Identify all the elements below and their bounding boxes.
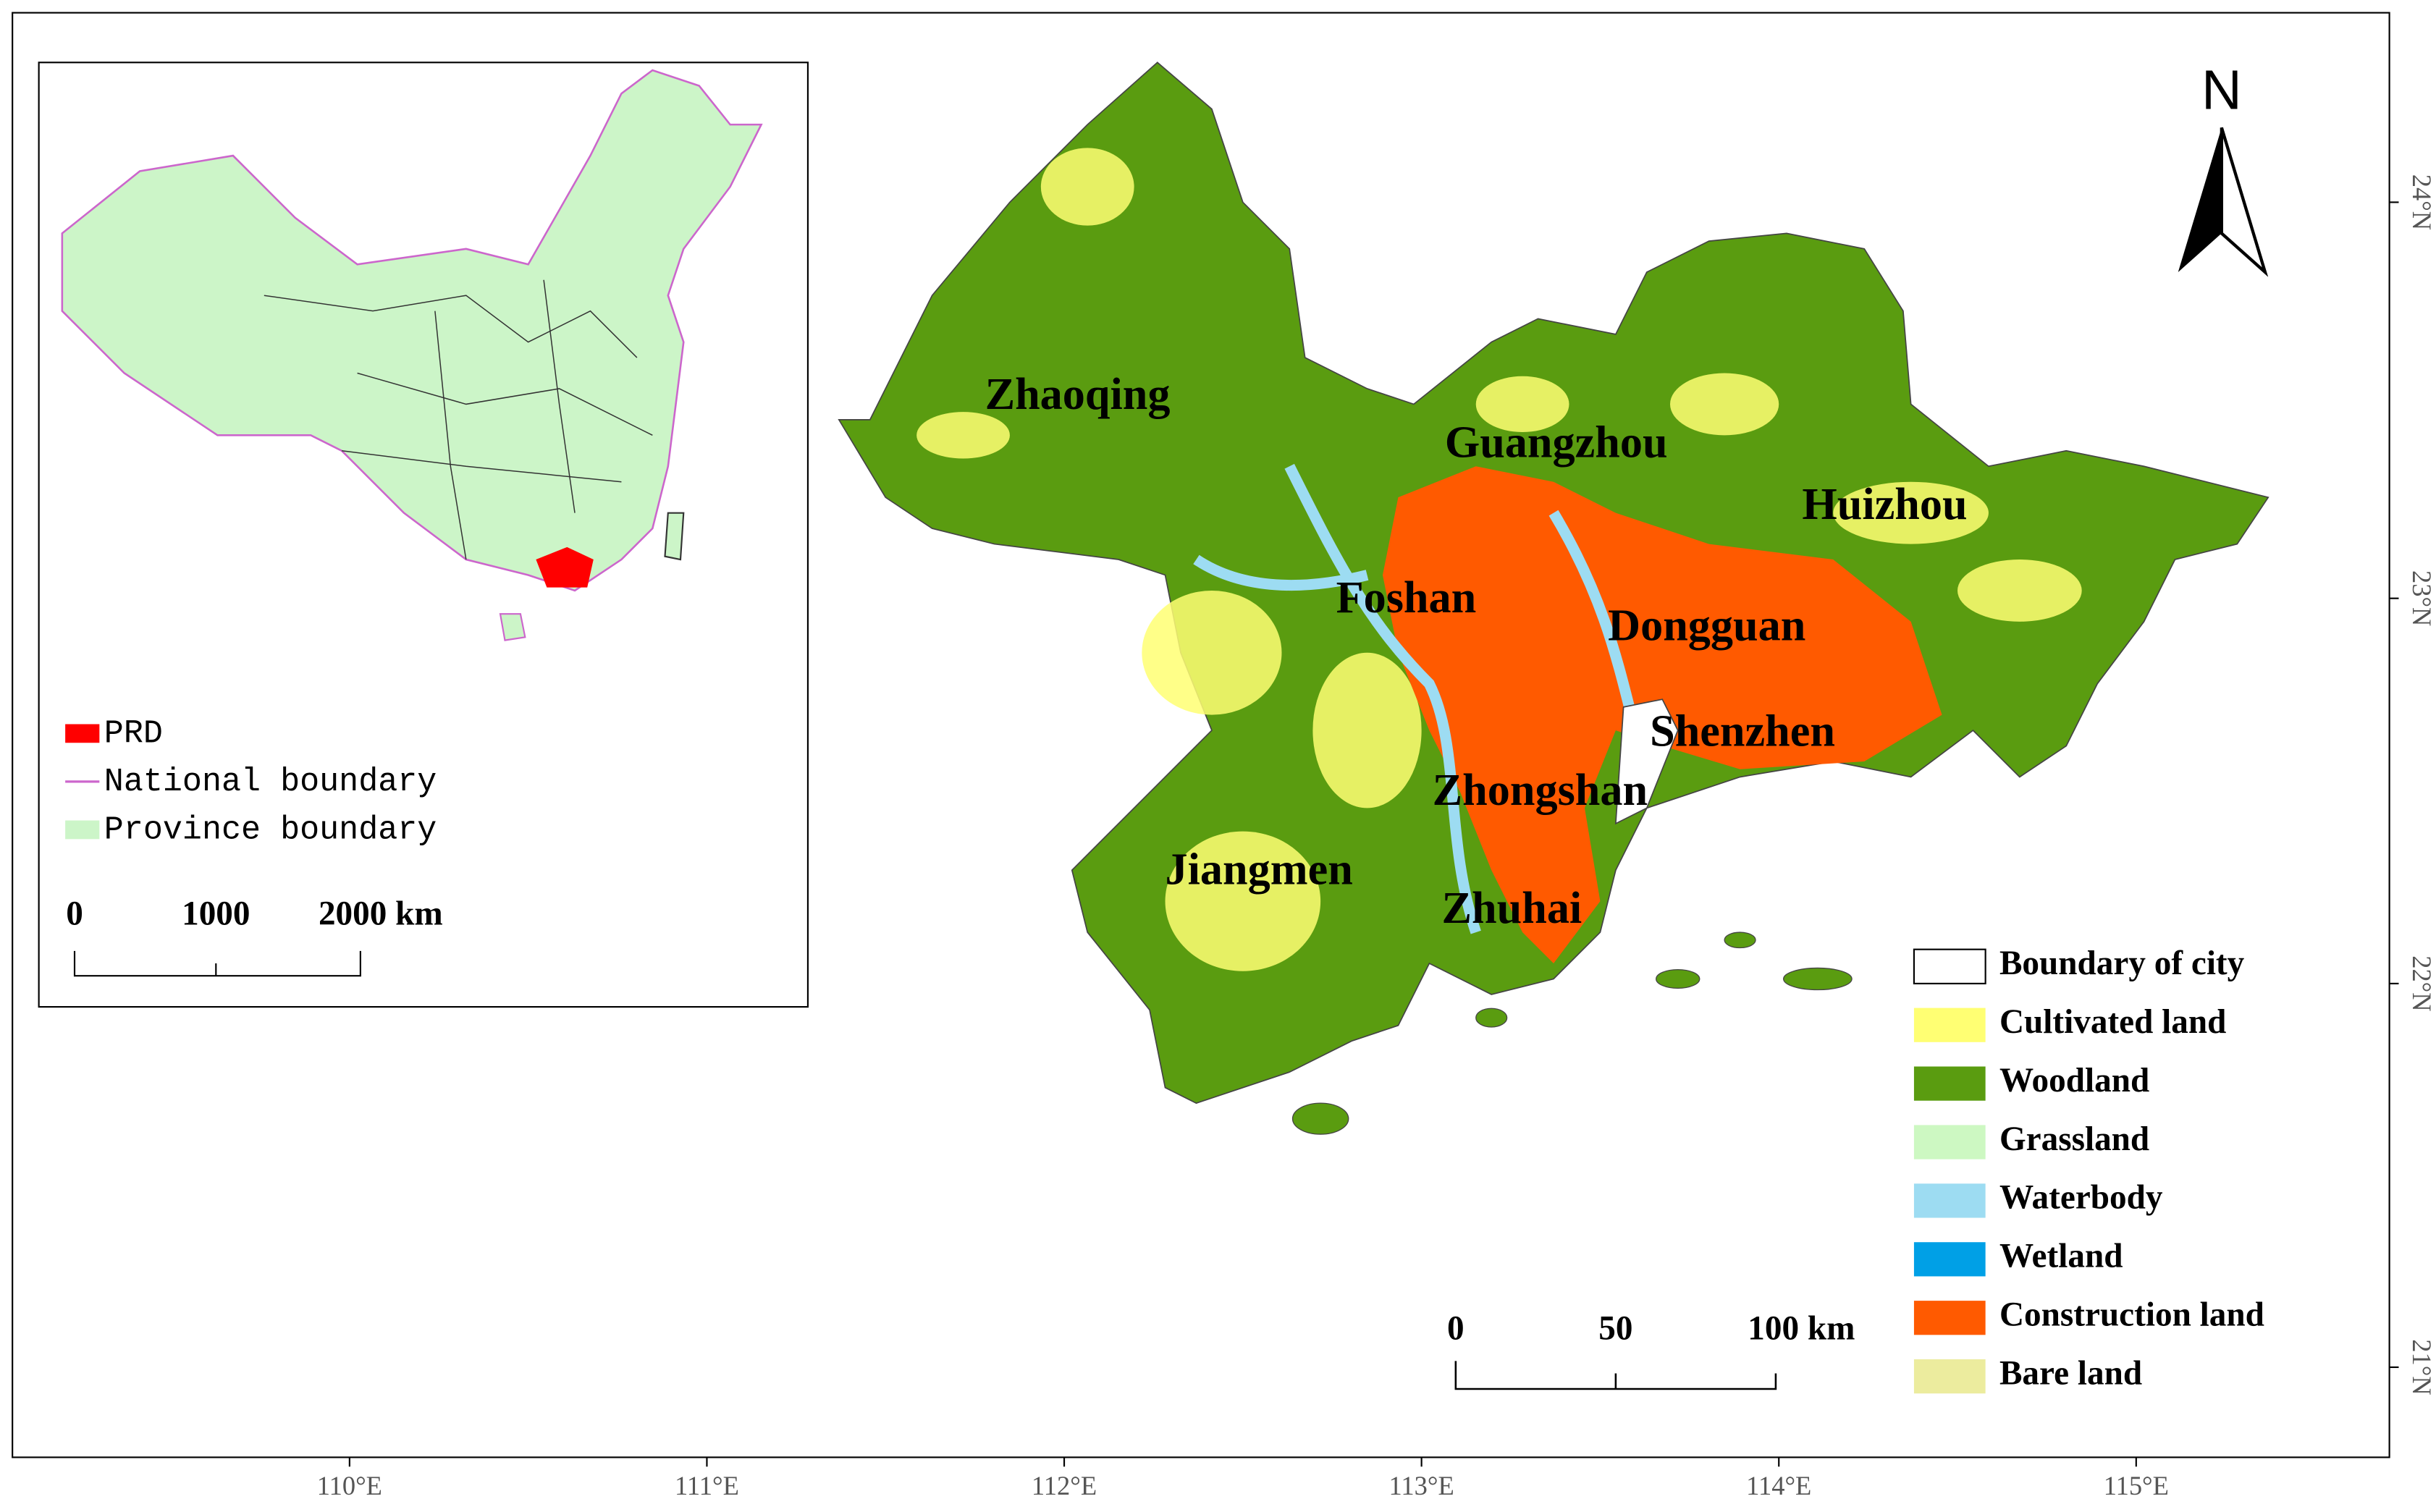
city-label: Dongguan <box>1608 601 1805 651</box>
legend-swatch <box>1913 1242 1986 1277</box>
legend-swatch <box>1913 1301 1986 1335</box>
inset-scale-label: 0 <box>66 895 83 932</box>
lon-label: 113°E <box>1389 1471 1454 1500</box>
city-label: Guangzhou <box>1445 418 1668 467</box>
scale-label: 0 <box>1447 1309 1464 1347</box>
north-arrow: N <box>2178 59 2269 277</box>
legend-label: Construction land <box>1999 1296 2264 1334</box>
lat-labels: 24°N 23°N 22°N 21°N <box>2407 174 2436 1395</box>
lon-label: 115°E <box>2104 1471 2169 1500</box>
inset-legend-label: PRD <box>104 714 163 752</box>
scale-label: 50 <box>1598 1309 1632 1347</box>
legend-label: Bare land <box>1999 1354 2142 1392</box>
city-label: Zhongshan <box>1433 766 1648 815</box>
city-label: Jiangmen <box>1166 845 1353 895</box>
city-label: Foshan <box>1336 573 1477 622</box>
estuary <box>1614 698 1679 825</box>
legend-swatch <box>1913 1125 1986 1160</box>
inset-legend-label: National boundary <box>104 763 437 801</box>
inset-scale-label: 2000 km <box>319 895 443 932</box>
scale-label: 100 km <box>1748 1309 1855 1347</box>
legend-swatch <box>1913 1008 1986 1042</box>
inset-legend-label: Province boundary <box>104 811 437 848</box>
legend-swatch <box>1913 1183 1986 1218</box>
lat-label: 24°N <box>2407 174 2436 230</box>
legend-label: Woodland <box>1999 1062 2149 1099</box>
prd-map <box>838 62 2269 1135</box>
inset-legend-swatch <box>65 724 100 743</box>
city-label: Shenzhen <box>1650 707 1835 756</box>
lat-label: 22°N <box>2407 955 2436 1011</box>
legend-label: Grassland <box>1999 1120 2149 1158</box>
lon-label: 110°E <box>317 1471 382 1500</box>
legend-swatch <box>1913 948 1986 984</box>
legend-swatch <box>1913 1066 1986 1101</box>
lon-label: 112°E <box>1032 1471 1097 1500</box>
lat-label: 21°N <box>2407 1339 2436 1395</box>
city-labels: Zhaoqing Guangzhou Huizhou Foshan Donggu… <box>985 370 1968 933</box>
city-label: Zhaoqing <box>985 370 1171 419</box>
frame-ticks <box>348 201 2399 1467</box>
cultivated-patches <box>916 148 2082 971</box>
city-label: Zhuhai <box>1442 884 1582 933</box>
legend: Boundary of city Cultivated land Woodland G… <box>1913 945 2264 1394</box>
legend-label: Cultivated land <box>1999 1003 2226 1041</box>
islands <box>1291 932 1853 1135</box>
legend-label: Wetland <box>1999 1238 2123 1275</box>
lon-labels: 110°E 111°E 112°E 113°E 114°E 115°E <box>317 1471 2169 1500</box>
legend-swatch <box>1913 1359 1986 1394</box>
inset-scale-label: 1000 <box>182 895 250 932</box>
city-label: Huizhou <box>1802 480 1967 529</box>
legend-label: Waterbody <box>1999 1179 2163 1217</box>
waterbody <box>1193 463 1637 934</box>
north-label: N <box>2201 59 2242 122</box>
lon-label: 111°E <box>675 1471 739 1500</box>
scale-bar: 0 50 100 km <box>1447 1309 1855 1390</box>
lat-label: 23°N <box>2407 570 2436 626</box>
lon-label: 114°E <box>1746 1471 1811 1500</box>
inset-legend-swatch <box>65 820 100 840</box>
legend-label: Boundary of city <box>1999 945 2245 982</box>
